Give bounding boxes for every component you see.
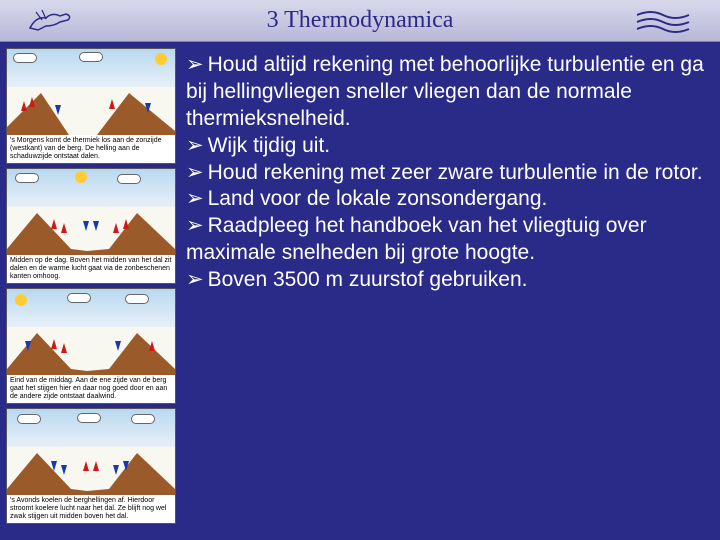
header: 3 Thermodynamica [0, 0, 720, 42]
sidebar-diagrams: 's Morgens komt de thermiek los aan de z… [0, 42, 180, 540]
bullet-icon: ➢ [186, 214, 204, 237]
bullet-icon: ➢ [186, 53, 204, 76]
bullet-list: ➢Houd altijd rekening met behoorlijke tu… [186, 52, 706, 294]
diagram-panel-morning: 's Morgens komt de thermiek los aan de z… [6, 48, 176, 164]
diagram-caption: 's Morgens komt de thermiek los aan de z… [7, 135, 175, 163]
diagram-caption: 's Avonds koelen de berghellingen af. Hi… [7, 495, 175, 523]
bullet-item: ➢Land voor de lokale zonsondergang. [186, 186, 706, 213]
logo-left-pegasus-icon [12, 4, 102, 38]
bullet-text: Boven 3500 m zuurstof gebruiken. [208, 268, 528, 291]
bullet-text: Raadpleeg het handboek van het vliegtuig… [186, 214, 647, 264]
bullet-text: Houd altijd rekening met behoorlijke tur… [186, 53, 704, 130]
bullet-item: ➢Raadpleeg het handboek van het vliegtui… [186, 213, 706, 267]
main-text: ➢Houd altijd rekening met behoorlijke tu… [180, 42, 720, 540]
bullet-icon: ➢ [186, 187, 204, 210]
diagram-panel-midday: Midden op de dag. Boven het midden van h… [6, 168, 176, 284]
bullet-icon: ➢ [186, 268, 204, 291]
logo-right-waves-icon [618, 4, 708, 38]
bullet-text: Wijk tijdig uit. [208, 134, 331, 157]
bullet-text: Land voor de lokale zonsondergang. [208, 187, 548, 210]
bullet-item: ➢Boven 3500 m zuurstof gebruiken. [186, 267, 706, 294]
page-title: 3 Thermodynamica [102, 7, 618, 34]
bullet-text: Houd rekening met zeer zware turbulentie… [208, 161, 703, 184]
diagram-caption: Eind van de middag. Aan de ene zijde van… [7, 375, 175, 403]
bullet-item: ➢Houd altijd rekening met behoorlijke tu… [186, 52, 706, 133]
diagram-caption: Midden op de dag. Boven het midden van h… [7, 255, 175, 283]
diagram-panel-evening: 's Avonds koelen de berghellingen af. Hi… [6, 408, 176, 524]
bullet-icon: ➢ [186, 161, 204, 184]
bullet-item: ➢Houd rekening met zeer zware turbulenti… [186, 160, 706, 187]
diagram-panel-afternoon: Eind van de middag. Aan de ene zijde van… [6, 288, 176, 404]
content: 's Morgens komt de thermiek los aan de z… [0, 42, 720, 540]
bullet-icon: ➢ [186, 134, 204, 157]
bullet-item: ➢Wijk tijdig uit. [186, 133, 706, 160]
